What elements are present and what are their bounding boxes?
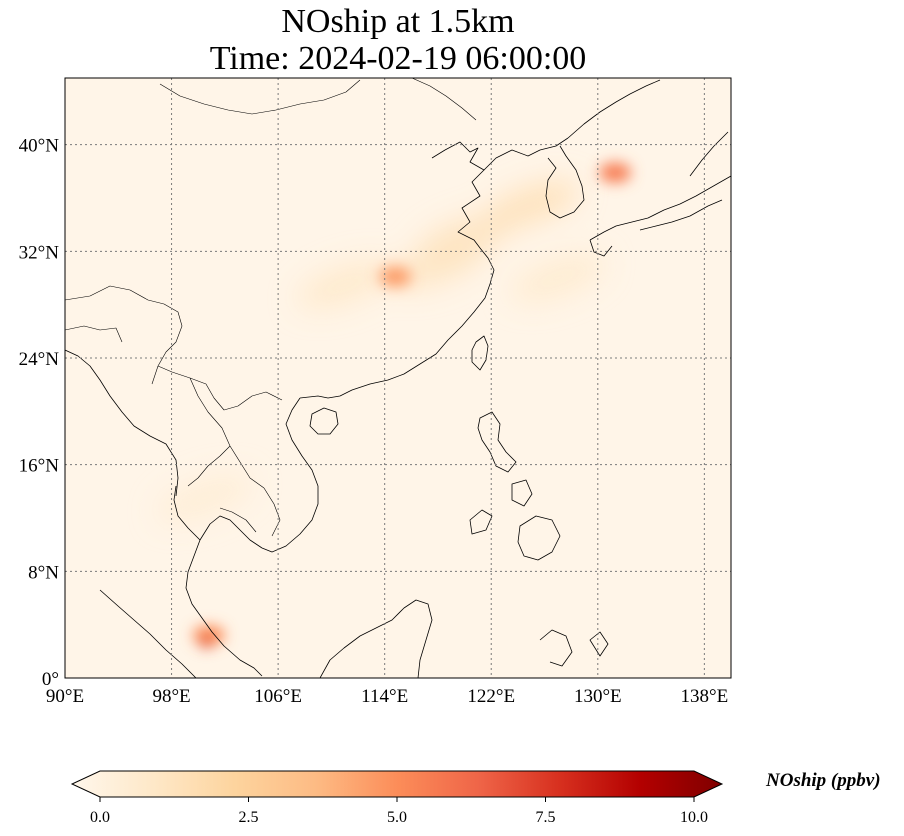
coastline-bohai — [483, 137, 569, 171]
plume-6 — [157, 473, 253, 523]
colorbar-tick-label: 5.0 — [387, 809, 407, 826]
lon-tick-label: 106°E — [254, 686, 302, 707]
colorbar-tick-label: 7.5 — [536, 809, 556, 826]
longitude-tick-labels: 90°E 98°E 106°E 114°E 122°E 130°E 138°E — [46, 686, 728, 707]
lat-tick-label: 32°N — [19, 242, 60, 263]
concentration-hotspot-layer — [192, 162, 632, 648]
lon-tick-label: 90°E — [46, 686, 84, 707]
coastline-borneo — [319, 599, 433, 678]
coastline-layer — [65, 79, 731, 678]
lat-tick-label: 8°N — [28, 562, 59, 583]
colorbar-label: NOship (ppbv) — [766, 770, 881, 791]
border-layer — [65, 78, 477, 537]
colorbar-tick-label: 0.0 — [90, 809, 110, 826]
coastline-korea — [545, 145, 585, 219]
colorbar-tick-label: 2.5 — [239, 809, 259, 826]
plume-4 — [297, 260, 393, 309]
hotspot-4 — [200, 636, 213, 648]
map-background — [65, 78, 731, 678]
concentration-plume-layer — [157, 180, 606, 523]
colorbar-tick-labels: 0.0 2.5 5.0 7.5 10.0 — [90, 797, 708, 826]
lon-tick-label: 130°E — [574, 686, 622, 707]
coastline-hainan — [309, 407, 339, 435]
coastline-china — [299, 141, 495, 399]
lat-tick-label: 16°N — [19, 456, 60, 477]
map-title-line2: Time: 2024-02-19 06:00:00 — [209, 40, 587, 77]
plume-3 — [390, 240, 486, 289]
lat-tick-label: 0° — [42, 669, 59, 690]
lon-tick-label: 122°E — [467, 686, 515, 707]
latitude-tick-labels: 0° 8°N 16°N 24°N 32°N 40°N — [19, 136, 60, 690]
map-frame — [64, 77, 732, 679]
hotspot-1 — [599, 162, 632, 183]
lon-tick-label: 114°E — [361, 686, 408, 707]
lon-tick-label: 138°E — [681, 686, 729, 707]
lat-tick-label: 24°N — [19, 349, 60, 370]
coastline-japan — [589, 175, 731, 241]
lat-tick-label: 40°N — [19, 136, 60, 157]
hotspot-2 — [379, 266, 412, 287]
plume-5 — [510, 253, 606, 303]
lon-tick-label: 98°E — [152, 686, 190, 707]
coastline-taiwan — [471, 335, 489, 371]
map-title-line1: NOship at 1.5km — [281, 3, 515, 40]
gridline-layer — [65, 78, 731, 678]
colorbar-bar — [70, 770, 724, 798]
coastline-luzon — [477, 411, 517, 473]
colorbar: 0.0 2.5 5.0 7.5 10.0 — [70, 770, 724, 826]
colorbar-tick-label: 10.0 — [680, 809, 708, 826]
